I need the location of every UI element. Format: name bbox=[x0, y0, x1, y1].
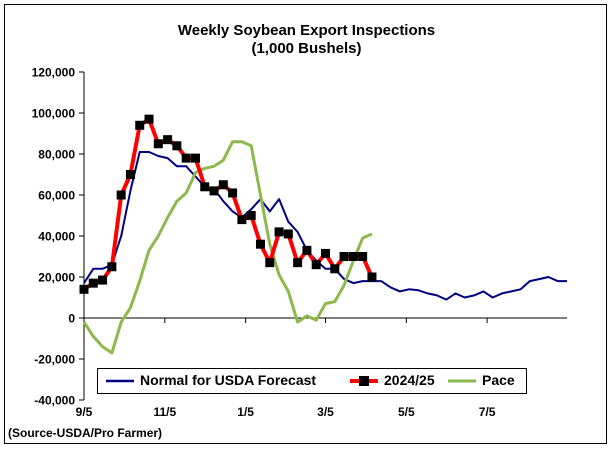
data-point bbox=[311, 260, 321, 270]
data-point bbox=[255, 239, 265, 249]
y-tick-label: 20,000 bbox=[38, 271, 75, 285]
data-point bbox=[190, 153, 200, 163]
x-tick-label: 1/5 bbox=[237, 405, 254, 419]
data-point bbox=[200, 182, 210, 192]
data-point bbox=[98, 275, 108, 285]
y-tick-label: -20,000 bbox=[34, 353, 75, 367]
x-tick-label: 5/5 bbox=[398, 405, 415, 419]
y-tick-label: -40,000 bbox=[34, 394, 75, 408]
data-point bbox=[107, 262, 117, 272]
y-tick-label: 80,000 bbox=[38, 148, 75, 162]
y-tick-label: 60,000 bbox=[38, 189, 75, 203]
data-point bbox=[125, 170, 135, 179]
data-point bbox=[358, 252, 368, 261]
data-point bbox=[181, 153, 191, 163]
legend: Normal for USDA Forecast 2024/25 Pace bbox=[97, 368, 527, 394]
data-point bbox=[348, 252, 358, 261]
data-point bbox=[367, 272, 377, 282]
x-tick-label: 7/5 bbox=[479, 405, 496, 419]
data-point bbox=[321, 248, 330, 258]
y-tick-label: 120,000 bbox=[32, 66, 76, 80]
legend-swatch-2024-25 bbox=[350, 376, 378, 386]
data-point bbox=[209, 186, 219, 196]
data-point bbox=[228, 188, 238, 198]
x-tick-label: 11/5 bbox=[153, 405, 176, 419]
data-point bbox=[265, 258, 275, 268]
data-point bbox=[88, 278, 98, 288]
x-tick-label: 9/5 bbox=[76, 405, 93, 419]
data-point bbox=[79, 284, 89, 294]
series-line-0 bbox=[83, 151, 567, 301]
legend-label-normal: Normal for USDA Forecast bbox=[140, 372, 317, 388]
data-point bbox=[237, 215, 247, 225]
data-point bbox=[274, 227, 284, 237]
data-point bbox=[339, 252, 349, 261]
data-point bbox=[293, 258, 303, 268]
x-tick-label: 3/5 bbox=[317, 405, 334, 419]
data-point bbox=[330, 264, 340, 274]
chart-title: Weekly Soybean Export Inspections bbox=[177, 22, 436, 39]
legend-label-2024-25: 2024/25 bbox=[384, 372, 435, 388]
data-point bbox=[246, 211, 256, 220]
data-point bbox=[116, 190, 126, 200]
data-point bbox=[144, 114, 154, 124]
data-point bbox=[153, 139, 163, 149]
data-point bbox=[218, 180, 228, 190]
legend-swatch-pace bbox=[448, 379, 476, 383]
data-point bbox=[172, 141, 182, 151]
data-point bbox=[302, 245, 312, 255]
legend-label-pace: Pace bbox=[482, 372, 515, 388]
source-note: (Source-USDA/Pro Farmer) bbox=[8, 426, 163, 440]
data-point bbox=[135, 120, 145, 130]
legend-swatch-normal bbox=[106, 379, 134, 383]
data-point bbox=[283, 229, 293, 239]
y-tick-label: 0 bbox=[68, 312, 75, 326]
y-tick-label: 40,000 bbox=[38, 230, 75, 244]
data-point bbox=[163, 135, 173, 145]
chart-subtitle: (1,000 Bushels) bbox=[251, 40, 362, 57]
series-line-2 bbox=[82, 140, 373, 355]
y-tick-label: 100,000 bbox=[32, 107, 76, 121]
